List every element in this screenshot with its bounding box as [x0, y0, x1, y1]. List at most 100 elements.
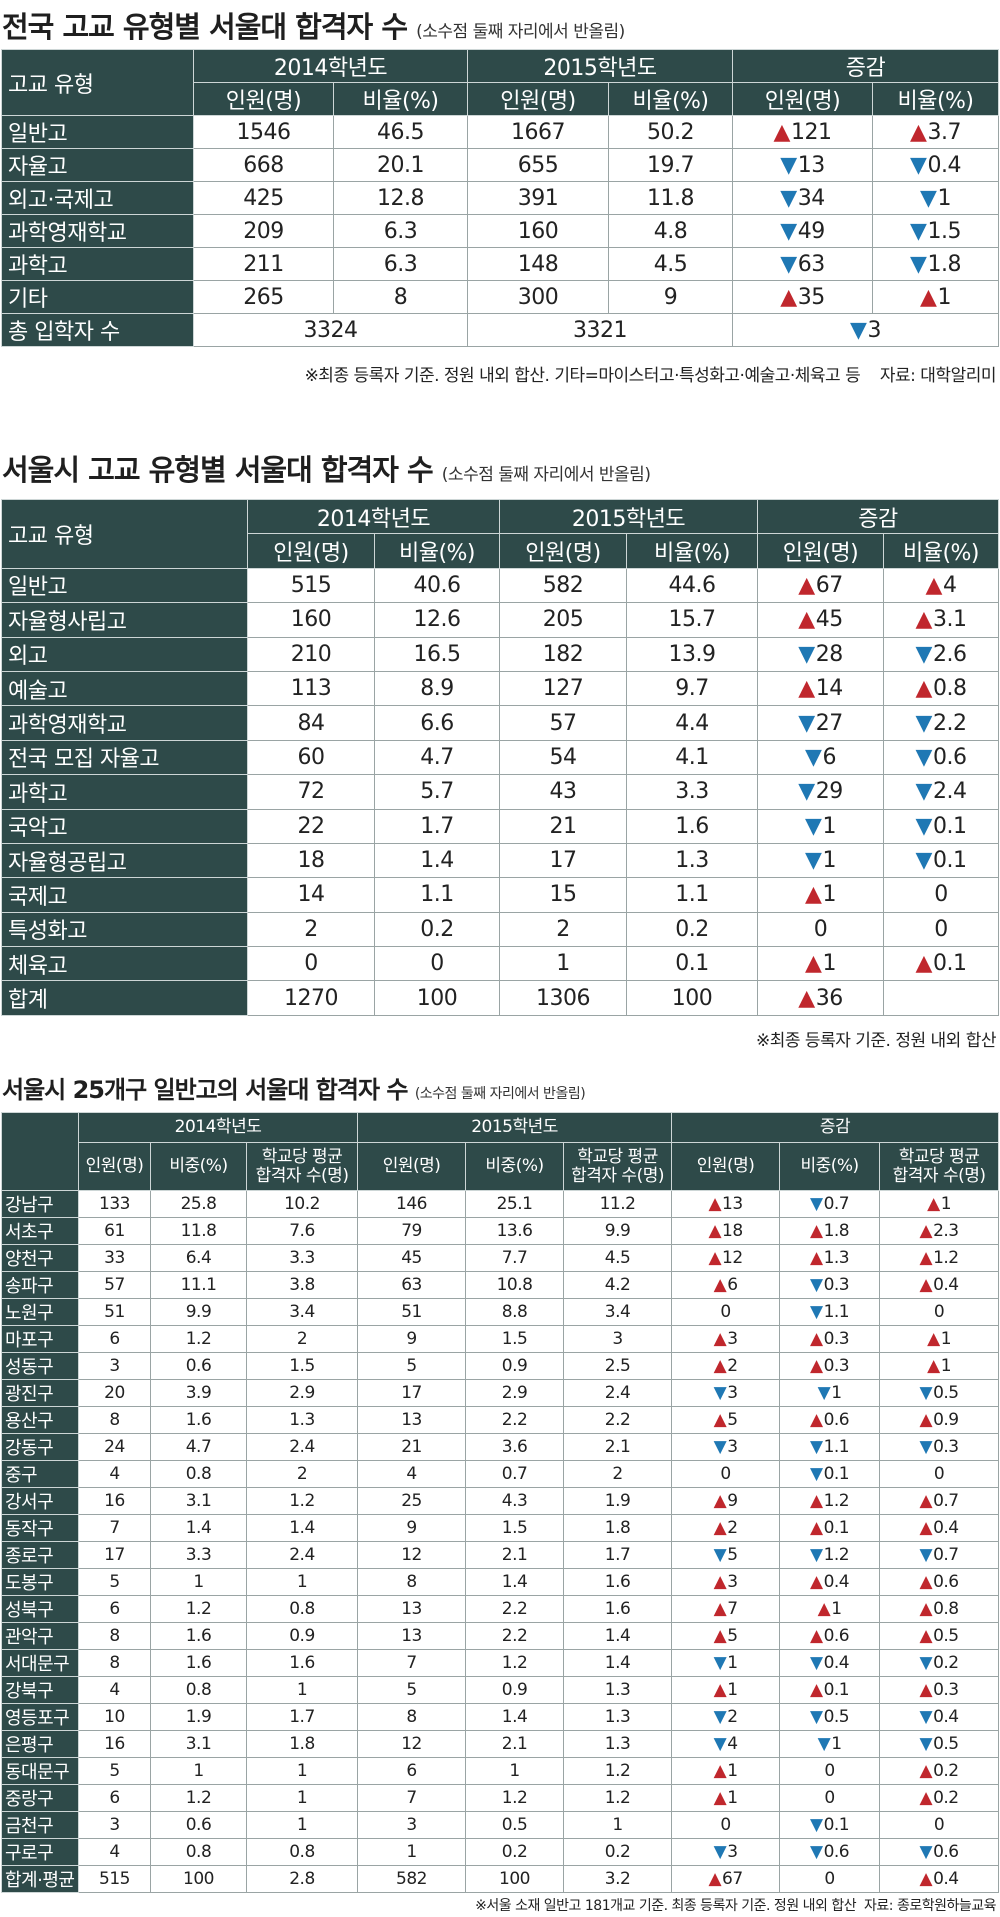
cell-change-share: ▲0.1 [779, 1676, 881, 1704]
cell-d: 12 [357, 1730, 467, 1758]
triangle-up-icon: ▲ [919, 1275, 933, 1295]
cell-f: 4.2 [563, 1271, 673, 1299]
cell-e: 100 [465, 1865, 565, 1893]
cell-c15: 205 [499, 602, 627, 638]
cell-e: 7.7 [465, 1244, 565, 1272]
triangle-up-icon: ▲ [810, 1410, 823, 1430]
cell-change-ratio-value: 0.1 [932, 848, 967, 874]
cell-a: 20 [78, 1379, 151, 1407]
table-row: 종로구 17 3.3 2.4 12 2.1 1.7 ▼5 ▼1.2 ▼0.7 [1, 1541, 1000, 1569]
cell-change-avg-value: 0.2 [933, 1761, 959, 1781]
cell-c14: 265 [193, 280, 334, 314]
cell-r15: 4.4 [626, 705, 758, 741]
row-label: 합계 [1, 980, 248, 1016]
cell-change-count-value: 1 [822, 813, 836, 839]
cell-change-ratio-value: 0 [934, 916, 948, 942]
header-type: 고교 유형 [1, 499, 248, 569]
cell-f: 2.1 [563, 1433, 673, 1461]
cell-b: 25.8 [150, 1190, 247, 1218]
header-share: 비중(%) [150, 1142, 247, 1191]
cell-b: 0.8 [150, 1676, 247, 1704]
table-row: 강북구 4 0.8 1 5 0.9 1.3 ▲1 ▲0.1 ▲0.3 [1, 1676, 1000, 1704]
cell-f: 2.2 [563, 1406, 673, 1434]
cell-change-count: ▼2 [671, 1703, 781, 1731]
cell-change-count: ▼3 [671, 1838, 781, 1866]
cell-c15: 300 [467, 280, 609, 314]
cell-change-avg-value: 0.4 [933, 1518, 959, 1538]
cell-change-count-value: 3 [727, 1329, 738, 1349]
cell-change-share-value: 1.3 [823, 1248, 850, 1268]
cell-b: 1.6 [150, 1649, 247, 1677]
cell-change-avg-value: 1 [940, 1194, 952, 1214]
cell-change-avg-value: 0 [933, 1464, 945, 1484]
cell-d: 17 [357, 1379, 467, 1407]
cell-e: 2.2 [465, 1622, 565, 1650]
cell-change-share-value: 1.2 [823, 1491, 850, 1511]
triangle-down-icon: ▼ [798, 779, 815, 805]
triangle-down-icon: ▼ [915, 641, 933, 667]
triangle-up-icon: ▲ [713, 1599, 727, 1619]
cell-b: 1.9 [150, 1703, 247, 1731]
cell-d: 7 [357, 1649, 467, 1677]
cell-change-count-value: 4 [727, 1734, 738, 1754]
national-table-body: 일반고 1546 46.5 1667 50.2 ▲121 ▲3.7 자율고 668 20.1 655… [1, 115, 1000, 314]
triangle-down-icon: ▼ [919, 1842, 933, 1862]
cell-e: 2.9 [465, 1379, 565, 1407]
triangle-down-icon: ▼ [810, 1653, 823, 1673]
cell-e: 10.8 [465, 1271, 565, 1299]
table-row: 자율형사립고 160 12.6 205 15.7 ▲45 ▲3.1 [1, 602, 1000, 638]
triangle-up-icon: ▲ [798, 985, 815, 1011]
cell-b: 0.6 [150, 1811, 247, 1839]
table-row: 체육고 0 0 1 0.1 ▲1 ▲0.1 [1, 946, 1000, 982]
cell-change-avg: ▲0.5 [879, 1622, 1000, 1650]
table-row: 동대문구 5 1 1 6 1 1.2 ▲1 0 ▲0.2 [1, 1757, 1000, 1785]
cell-change-count-value: 63 [797, 251, 826, 277]
cell-r15: 0.2 [626, 911, 758, 948]
triangle-down-icon: ▼ [780, 185, 797, 211]
triangle-up-icon: ▲ [713, 1761, 727, 1781]
cell-change-count: ▲35 [732, 280, 873, 314]
row-label: 양천구 [1, 1244, 79, 1272]
triangle-up-icon: ▲ [919, 1518, 933, 1538]
cell-c: 2.8 [245, 1865, 359, 1893]
cell-change-count-value: 1 [727, 1680, 738, 1700]
cell-r15: 13.9 [626, 636, 758, 672]
cell-change-count: ▼4 [671, 1730, 781, 1758]
header-avg-line1: 학교당 평균 [577, 1146, 658, 1167]
cell-change-count-value: 1 [727, 1788, 738, 1808]
table-row: 도봉구 5 1 1 8 1.4 1.6 ▲3 ▲0.4 ▲0.6 [1, 1568, 1000, 1596]
cell-change-count: ▼3 [671, 1379, 781, 1407]
row-label: 과학영재학교 [1, 214, 194, 248]
header-change: 증감 [671, 1112, 1000, 1143]
triangle-up-icon: ▲ [925, 572, 943, 598]
source-text: 자료: 종로학원하늘교육 [864, 1898, 996, 1914]
cell-c14: 84 [247, 705, 375, 741]
cell-c14: 14 [247, 877, 375, 913]
triangle-down-icon: ▼ [780, 218, 797, 244]
cell-a: 5 [78, 1568, 151, 1596]
cell-change-count-value: 28 [815, 641, 844, 667]
cell-change-share: ▲0.1 [779, 1514, 881, 1542]
cell-r14: 12.6 [374, 602, 500, 638]
cell-change-count-value: 2 [727, 1518, 738, 1538]
cell-change-count: ▲1 [757, 877, 884, 913]
cell-change-ratio: ▼0.1 [882, 842, 1000, 879]
cell-e: 0.9 [465, 1676, 565, 1704]
triangle-up-icon: ▲ [919, 1788, 933, 1808]
header-count: 인원(명) [499, 533, 627, 569]
row-label: 전국 모집 자율고 [1, 739, 248, 776]
header-year-2015: 2015학년도 [357, 1112, 673, 1143]
cell-b: 1.2 [150, 1595, 247, 1623]
cell-change-avg-value: 0.3 [933, 1437, 959, 1457]
cell-d: 146 [357, 1190, 467, 1218]
cell-change-count-value: 0 [720, 1302, 731, 1322]
row-label: 체육고 [1, 946, 248, 982]
header-avg: 학교당 평균 합격자 수(명) [245, 1142, 359, 1191]
cell-change-avg: 0 [879, 1460, 1000, 1488]
row-label: 도봉구 [1, 1568, 79, 1596]
cell-change-share: ▼1.2 [779, 1541, 881, 1569]
cell-e: 1.2 [465, 1784, 565, 1812]
cell-b: 1.6 [150, 1622, 247, 1650]
table-row: 특성화고 2 0.2 2 0.2 0 0 [1, 911, 1000, 948]
table-row: 외고 210 16.5 182 13.9 ▼28 ▼2.6 [1, 636, 1000, 672]
